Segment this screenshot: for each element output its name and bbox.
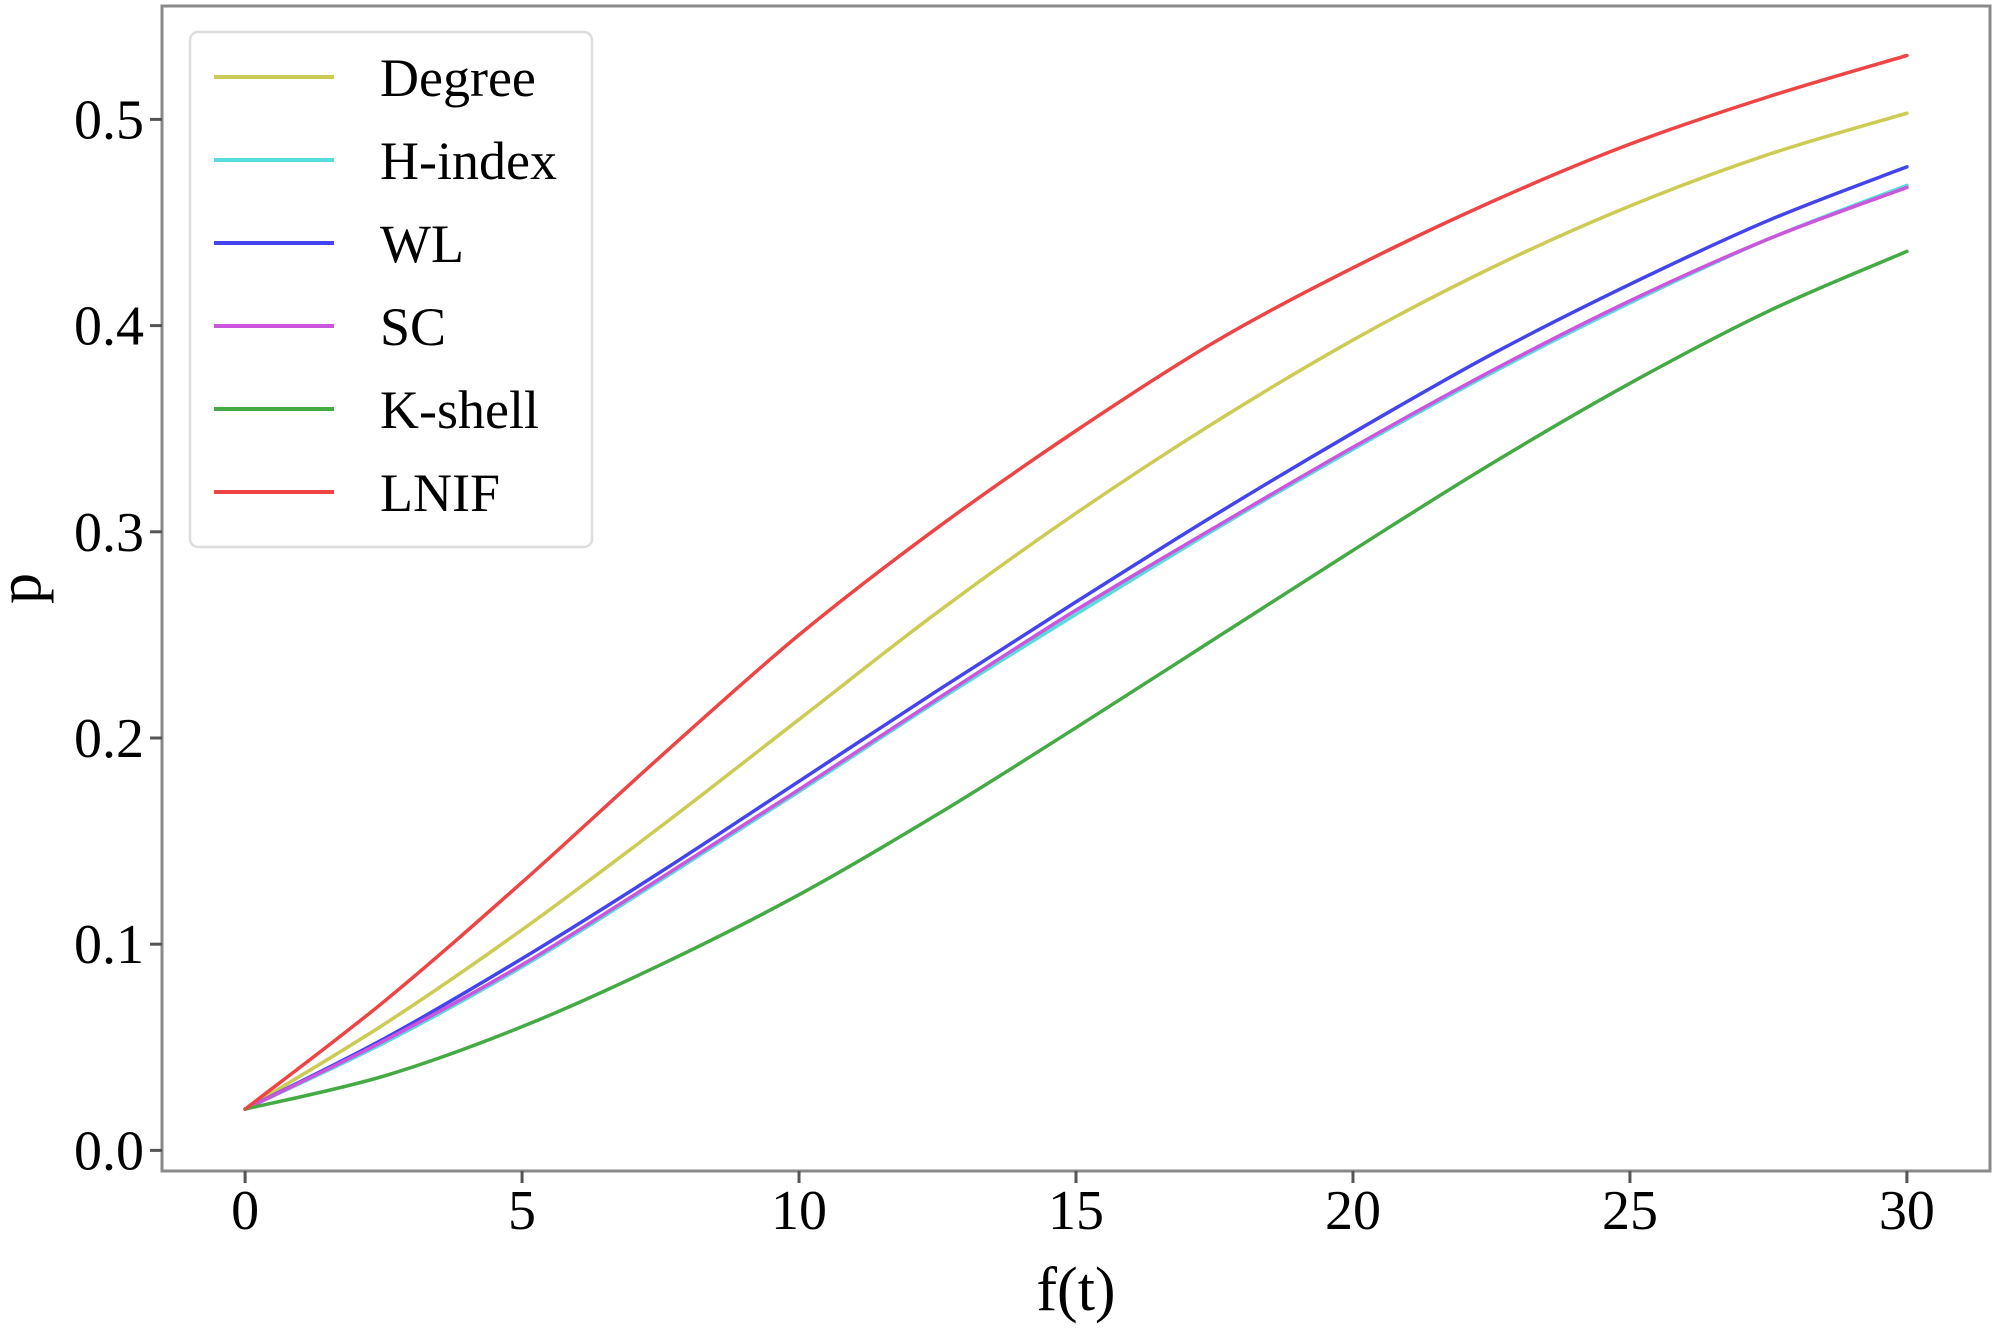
legend-label-lnif: LNIF (380, 463, 500, 523)
y-tick-label: 0.4 (74, 296, 144, 358)
legend-label-sc: SC (380, 297, 446, 357)
legend-label-h-index: H-index (380, 131, 557, 191)
y-tick-label: 0.2 (74, 708, 144, 770)
x-tick-label: 0 (231, 1180, 259, 1242)
x-axis-label: f(t) (1036, 1256, 1115, 1324)
x-tick-label: 30 (1879, 1180, 1935, 1242)
series-line-k-shell (243, 249, 1909, 1111)
legend: Degree H-index WL SC K-shell LNIF (188, 30, 594, 549)
y-tick-label: 0.1 (74, 914, 144, 976)
x-tick-label: 20 (1325, 1180, 1381, 1242)
series-line-degree (243, 111, 1909, 1111)
series-line-lnif (243, 53, 1909, 1111)
y-tick-label: 0.5 (74, 89, 144, 151)
y-tick-label: 0.3 (74, 502, 144, 564)
legend-label-degree: Degree (380, 48, 536, 108)
series-line-h-index (243, 183, 1909, 1111)
y-axis-label: p (0, 573, 54, 604)
axes: 0 5 10 15 20 25 30 0.0 0.1 0.2 0.3 0.4 0.5 f(t) p (0, 4, 1992, 1324)
legend-label-wl: WL (380, 214, 464, 274)
x-tick-label: 5 (508, 1180, 536, 1242)
series-line-sc (243, 185, 1909, 1111)
series-lines (243, 53, 1909, 1111)
series-line-wl (243, 165, 1909, 1111)
x-tick-label: 10 (771, 1180, 827, 1242)
y-tick-label: 0.0 (74, 1120, 144, 1182)
x-tick-label: 15 (1048, 1180, 1104, 1242)
legend-label-k-shell: K-shell (380, 380, 539, 440)
x-tick-label: 25 (1602, 1180, 1658, 1242)
